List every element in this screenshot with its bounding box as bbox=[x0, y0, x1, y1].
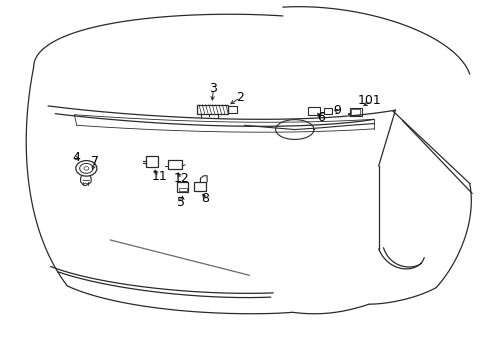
Bar bbox=[227, 106, 237, 113]
Text: 11: 11 bbox=[151, 170, 167, 183]
Text: 8: 8 bbox=[201, 192, 209, 205]
Text: 9: 9 bbox=[332, 104, 340, 117]
Text: 101: 101 bbox=[357, 94, 380, 107]
Text: 12: 12 bbox=[173, 172, 189, 185]
Text: 7: 7 bbox=[91, 155, 99, 168]
Bar bbox=[196, 105, 227, 114]
Bar bbox=[194, 183, 206, 191]
Bar bbox=[177, 182, 187, 192]
Bar bbox=[179, 188, 186, 191]
Text: 4: 4 bbox=[72, 150, 80, 163]
Circle shape bbox=[84, 167, 89, 170]
Text: 6: 6 bbox=[317, 111, 325, 124]
Bar bbox=[146, 156, 158, 167]
Bar bbox=[351, 109, 360, 115]
Bar bbox=[323, 108, 331, 114]
Text: 3: 3 bbox=[209, 82, 217, 95]
Text: 2: 2 bbox=[235, 91, 243, 104]
Text: 5: 5 bbox=[177, 197, 185, 210]
Bar bbox=[349, 108, 361, 116]
Bar bbox=[167, 159, 182, 170]
Bar bbox=[307, 107, 319, 115]
